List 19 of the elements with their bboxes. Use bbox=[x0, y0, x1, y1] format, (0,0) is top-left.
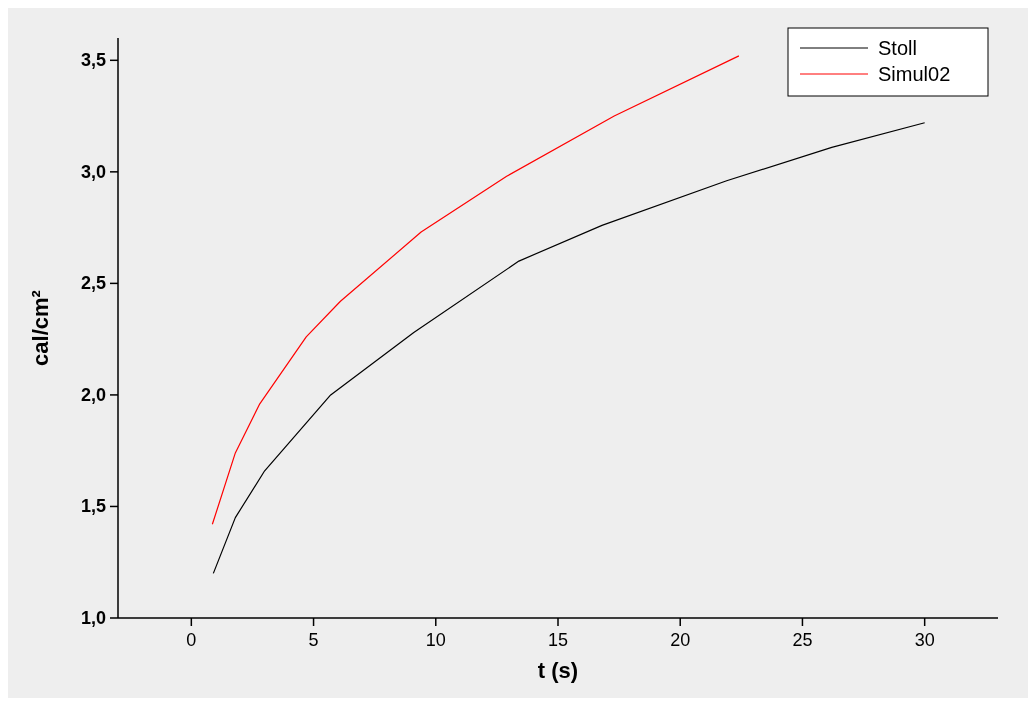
x-tick-label: 15 bbox=[547, 630, 569, 650]
x-tick-label: 25 bbox=[792, 630, 813, 650]
line-series bbox=[212, 122, 926, 574]
y-tick-label: 2,0 bbox=[80, 384, 106, 405]
x-tick-label: 0 bbox=[186, 630, 197, 650]
x-tick-label: 10 bbox=[425, 630, 446, 650]
y-tick-label: 2,5 bbox=[80, 273, 106, 294]
legend-label: Simul02 bbox=[878, 63, 951, 85]
y-tick-label: 3,5 bbox=[80, 50, 106, 71]
x-tick-label: 30 bbox=[914, 630, 935, 650]
y-axis-title: cal/cm² bbox=[28, 290, 53, 366]
line-series bbox=[211, 55, 740, 525]
x-tick-label: 20 bbox=[670, 630, 691, 650]
y-tick-label: 1,5 bbox=[80, 496, 106, 517]
y-tick-label: 1,0 bbox=[80, 608, 106, 628]
x-tick-label: 5 bbox=[308, 630, 319, 650]
legend-label: Stoll bbox=[878, 37, 917, 59]
x-axis-title: t (s) bbox=[537, 658, 579, 683]
y-tick-label: 3,0 bbox=[80, 161, 106, 182]
